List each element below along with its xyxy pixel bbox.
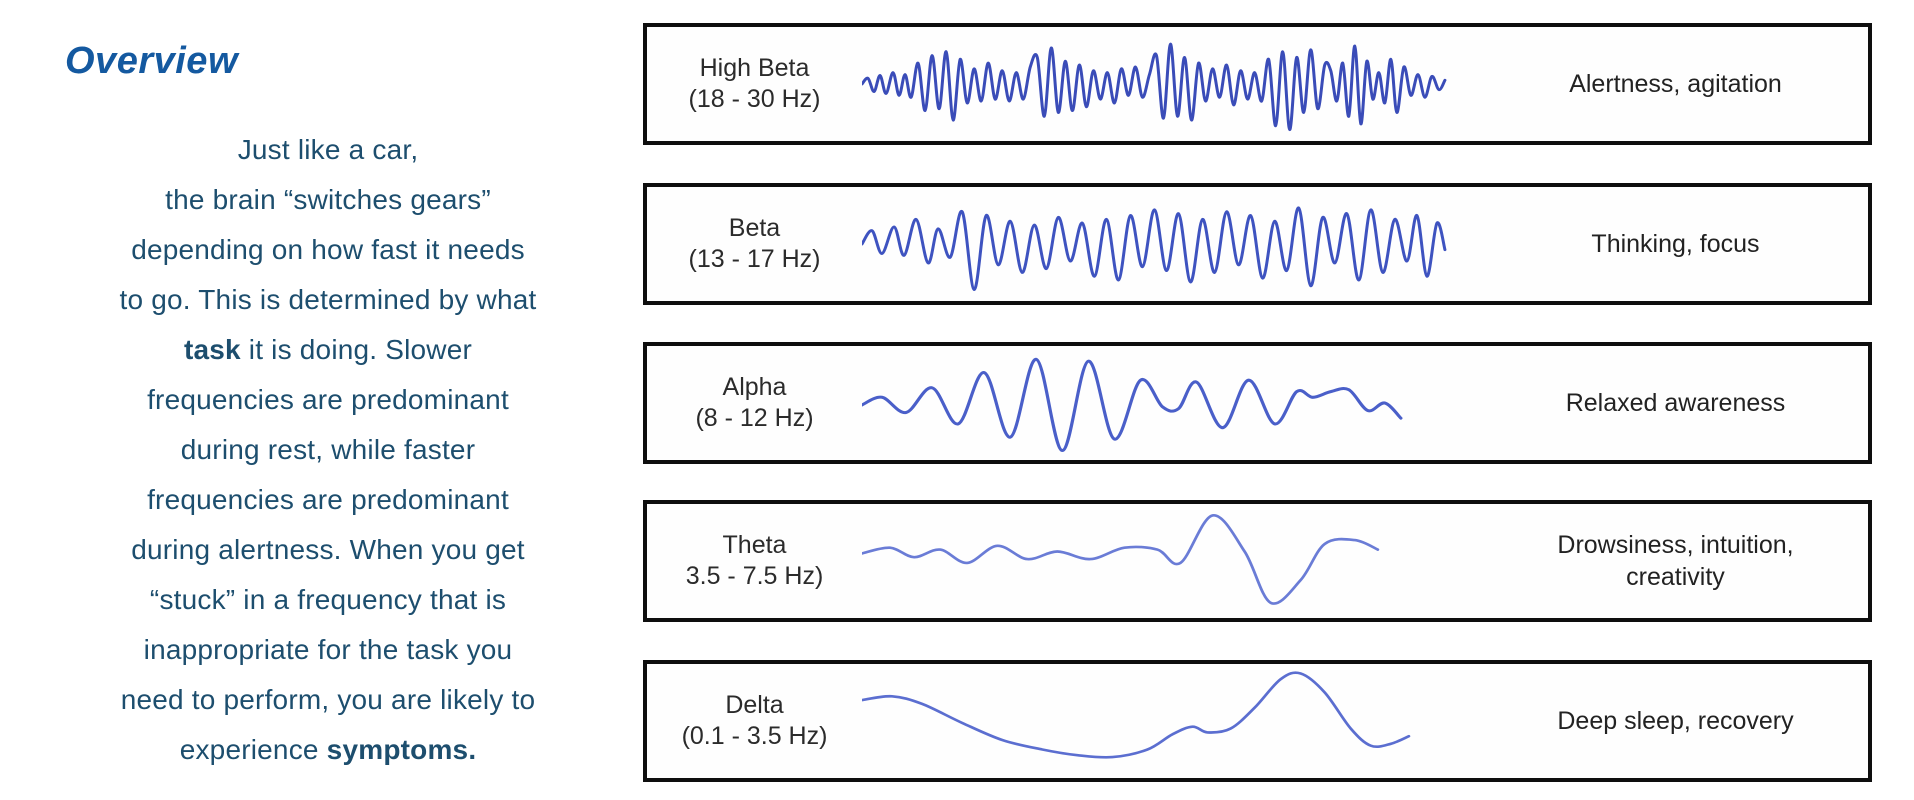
waveform-plot bbox=[862, 504, 1483, 618]
wave-row-high-beta: High Beta (18 - 30 Hz) Alertness, agitat… bbox=[643, 23, 1872, 145]
wave-range-label: (8 - 12 Hz) bbox=[695, 404, 814, 432]
wave-range-label: 3.5 - 7.5 Hz) bbox=[685, 562, 824, 590]
alpha-waveform-svg bbox=[862, 357, 1403, 453]
wave-name-label: High Beta bbox=[699, 54, 810, 82]
wave-row-beta: Beta (13 - 17 Hz) Thinking, focus bbox=[643, 183, 1872, 305]
wave-label: Alpha (8 - 12 Hz) bbox=[647, 372, 862, 434]
high-beta-waveform-svg bbox=[862, 42, 1447, 132]
wave-range-label: (18 - 30 Hz) bbox=[688, 85, 821, 113]
wave-row-delta: Delta (0.1 - 3.5 Hz) Deep sleep, recover… bbox=[643, 660, 1872, 782]
wave-description: Deep sleep, recovery bbox=[1557, 707, 1794, 735]
wave-name-label: Alpha bbox=[722, 373, 787, 401]
wave-row-alpha: Alpha (8 - 12 Hz) Relaxed awareness bbox=[643, 342, 1872, 464]
paragraph-bold-symptoms: symptoms. bbox=[326, 734, 477, 765]
paragraph-bold-task: task bbox=[183, 334, 241, 365]
delta-waveform-svg bbox=[862, 671, 1411, 759]
paragraph-text: Just like a car, the brain “switches gea… bbox=[119, 134, 537, 315]
overview-panel: Overview Just like a car, the brain “swi… bbox=[38, 40, 618, 775]
wave-range-label: (13 - 17 Hz) bbox=[688, 245, 821, 273]
wave-description: Thinking, focus bbox=[1591, 230, 1760, 258]
waveform-plot bbox=[862, 187, 1483, 301]
waveform-plot bbox=[862, 664, 1483, 778]
wave-row-theta: Theta 3.5 - 7.5 Hz) Drowsiness, intuitio… bbox=[643, 500, 1872, 622]
wave-label: High Beta (18 - 30 Hz) bbox=[647, 53, 862, 115]
wave-range-label: (0.1 - 3.5 Hz) bbox=[681, 722, 828, 750]
paragraph-text: it is doing. Slower frequencies are pred… bbox=[120, 334, 536, 765]
wave-label: Delta (0.1 - 3.5 Hz) bbox=[647, 690, 862, 752]
wave-label: Theta 3.5 - 7.5 Hz) bbox=[647, 530, 862, 592]
page-title: Overview bbox=[65, 40, 238, 82]
waveform-plot bbox=[862, 346, 1483, 460]
wave-description: Relaxed awareness bbox=[1565, 389, 1786, 417]
wave-name-label: Beta bbox=[728, 214, 781, 242]
beta-waveform-svg bbox=[862, 206, 1447, 292]
wave-name-label: Delta bbox=[725, 691, 784, 719]
wave-label: Beta (13 - 17 Hz) bbox=[647, 213, 862, 275]
wave-description: Drowsiness, intuition, creativity bbox=[1557, 531, 1794, 591]
waveform-plot bbox=[862, 27, 1483, 141]
wave-description: Alertness, agitation bbox=[1569, 70, 1782, 98]
overview-paragraph: Just like a car, the brain “switches gea… bbox=[38, 125, 618, 775]
wave-name-label: Theta bbox=[722, 531, 787, 559]
theta-waveform-svg bbox=[862, 514, 1380, 605]
